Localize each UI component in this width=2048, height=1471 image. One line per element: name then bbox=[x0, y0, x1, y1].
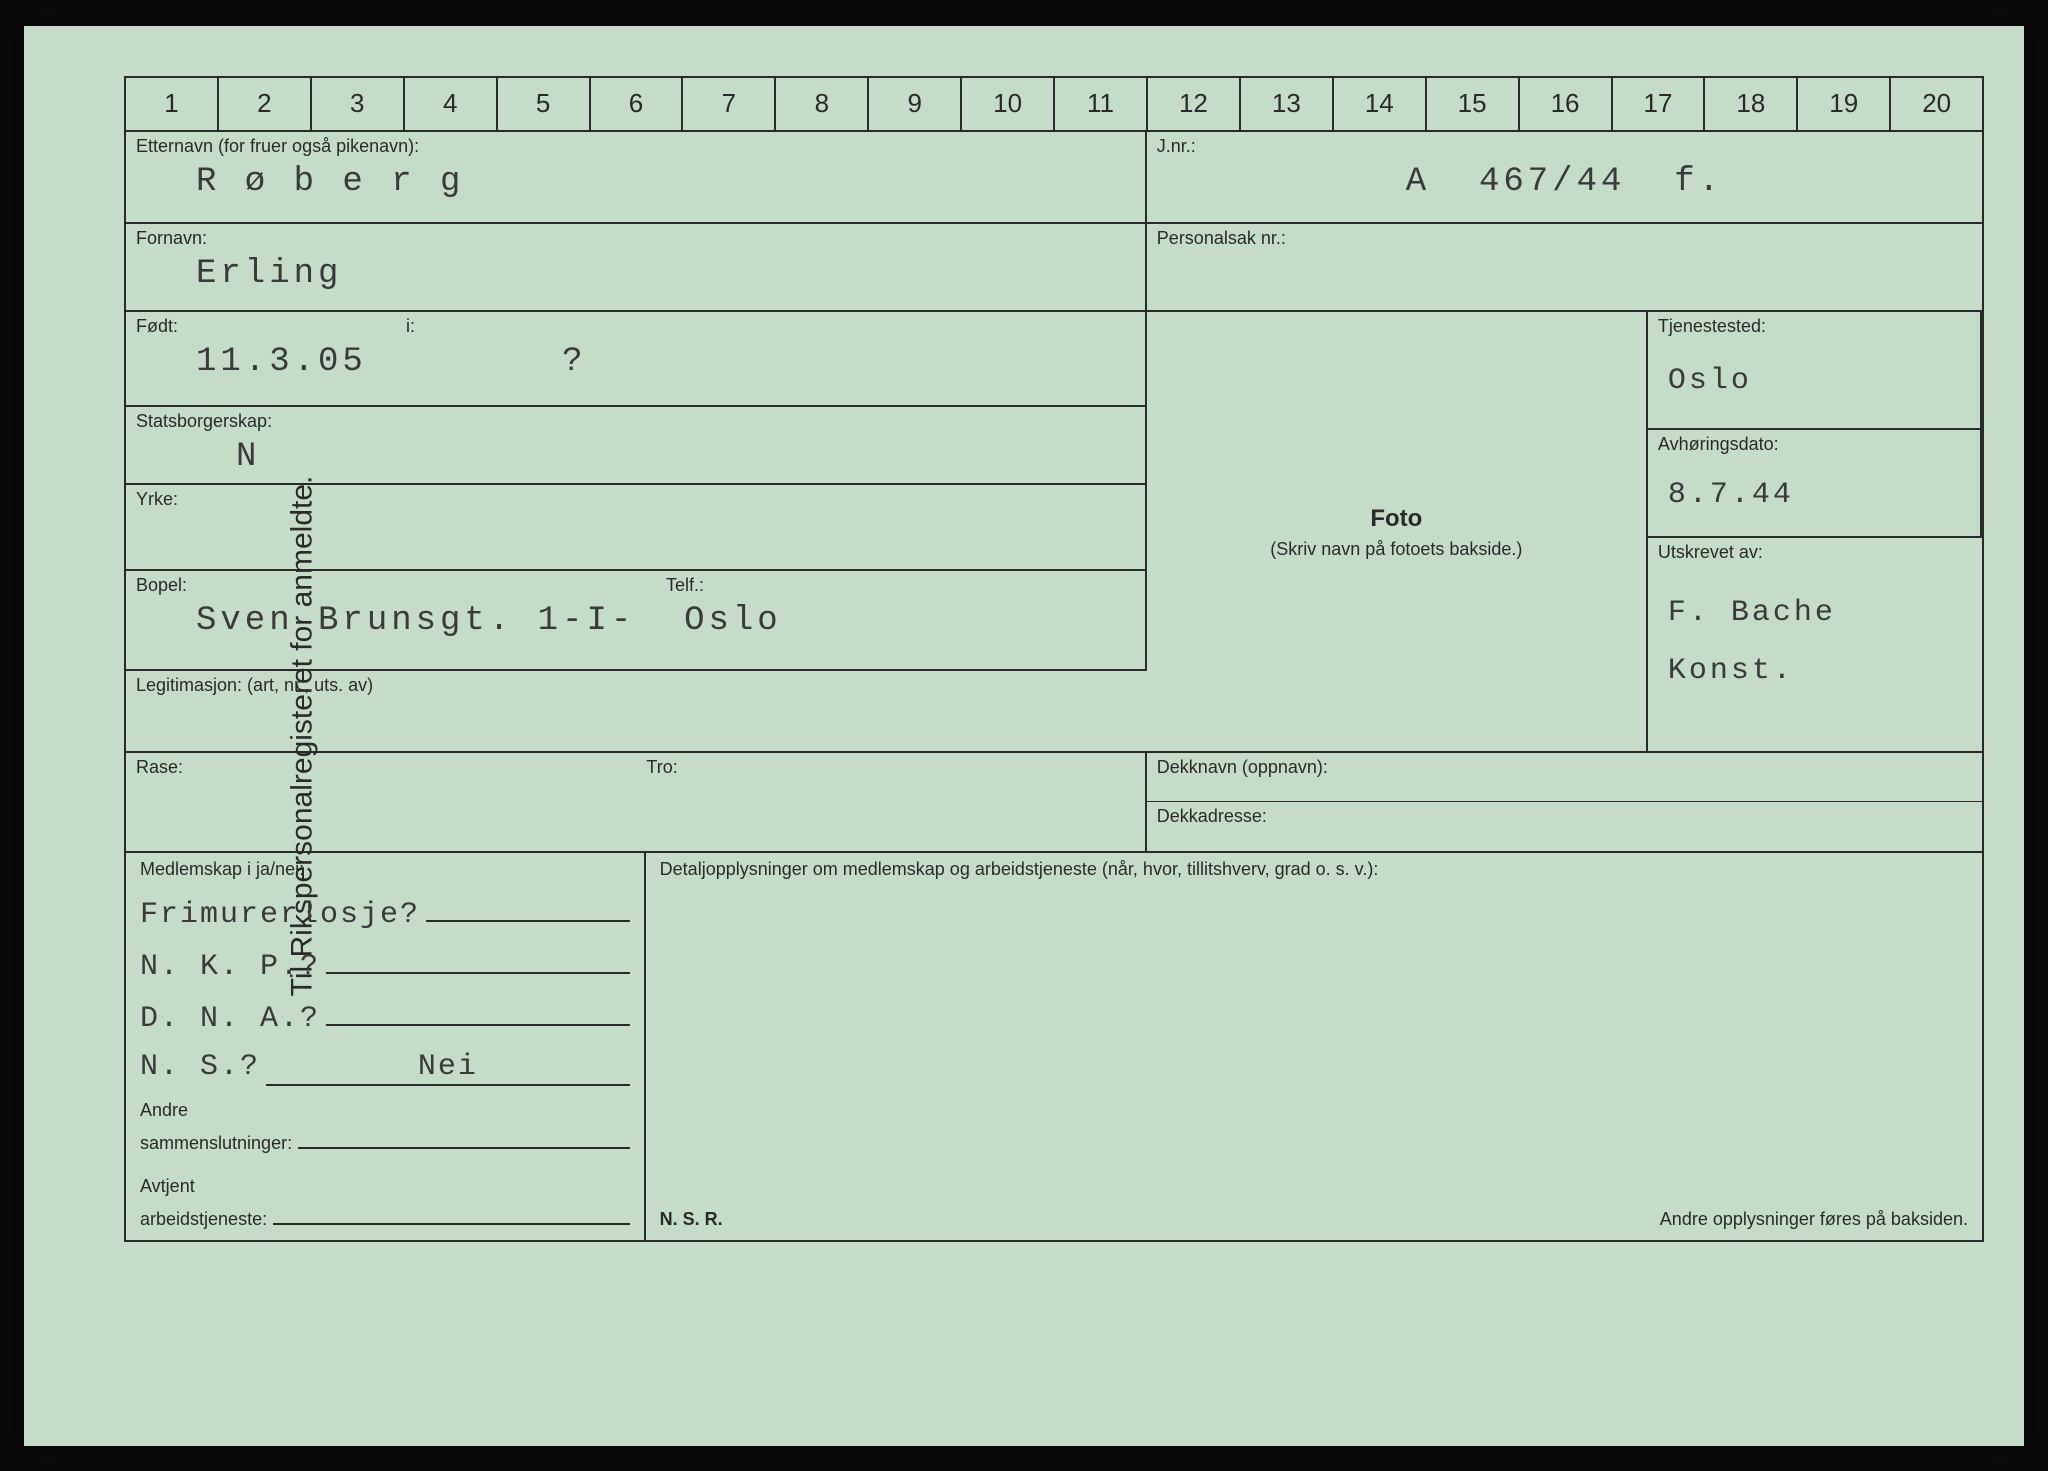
ruler-cell: 14 bbox=[1334, 78, 1427, 130]
label-personalsak: Personalsak nr.: bbox=[1157, 228, 1972, 249]
mem-label-dna: D. N. A.? bbox=[140, 1002, 320, 1036]
ruler-cell: 3 bbox=[312, 78, 405, 130]
field-legitimasjon: Legitimasjon: (art, nr., uts. av) bbox=[126, 671, 1147, 751]
ruler-cell: 18 bbox=[1705, 78, 1798, 130]
field-dekk: Dekknavn (oppnavn): Dekkadresse: bbox=[1147, 753, 1982, 851]
ruler-cell: 6 bbox=[591, 78, 684, 130]
field-rase: Rase: bbox=[126, 753, 636, 851]
mem-ns: N. S.? Nei bbox=[140, 1050, 630, 1086]
registration-card: Til Rikspersonalregisteret for anmeldte.… bbox=[24, 26, 2024, 1446]
label-avhoringsdato: Avhøringsdato: bbox=[1658, 434, 1970, 455]
label-fornavn: Fornavn: bbox=[136, 228, 1135, 249]
label-dekkadresse: Dekkadresse: bbox=[1157, 806, 1972, 827]
field-etternavn: Etternavn (for fruer også pikenavn): R ø… bbox=[126, 132, 1147, 224]
avtjent-line bbox=[273, 1197, 630, 1225]
foto-box: Foto (Skriv navn på fotoets bakside.) bbox=[1147, 312, 1648, 751]
ruler-cell: 15 bbox=[1427, 78, 1520, 130]
field-bopel: Bopel: Telf.: Sven Brunsgt. 1-I- Oslo bbox=[126, 571, 1147, 671]
field-yrke: Yrke: bbox=[126, 485, 1147, 571]
value-tjenestested: Oslo bbox=[1658, 357, 1970, 405]
ruler-cell: 19 bbox=[1798, 78, 1891, 130]
field-fornavn: Fornavn: Erling bbox=[126, 224, 1147, 312]
label-detalj: Detaljopplysninger om medlemskap og arbe… bbox=[660, 859, 1968, 880]
ruler-cell: 9 bbox=[869, 78, 962, 130]
label-i: i: bbox=[406, 316, 415, 337]
ruler-cell: 11 bbox=[1055, 78, 1148, 130]
label-avtjent2: arbeidstjeneste: bbox=[140, 1209, 267, 1230]
ruler-cell: 1 bbox=[126, 78, 219, 130]
andre-sammen-line bbox=[298, 1121, 630, 1149]
ruler-cell: 20 bbox=[1891, 78, 1982, 130]
details-section: Detaljopplysninger om medlemskap og arbe… bbox=[646, 853, 1982, 1240]
top-ruler: 1 2 3 4 5 6 7 8 9 10 11 12 13 14 15 16 1… bbox=[124, 76, 1984, 132]
mem-label-ns: N. S.? bbox=[140, 1050, 260, 1084]
field-avhoringsdato: Avhøringsdato: 8.7.44 bbox=[1648, 430, 1982, 538]
value-utskrevet1: F. Bache bbox=[1658, 589, 1972, 637]
mem-value-dna bbox=[326, 998, 630, 1026]
label-etternavn: Etternavn (for fruer også pikenavn): bbox=[136, 136, 1135, 157]
value-avhoringsdato: 8.7.44 bbox=[1658, 471, 1970, 519]
mem-frimurer: Frimurerlosje? bbox=[140, 894, 630, 932]
ruler-cell: 4 bbox=[405, 78, 498, 130]
form-grid: Etternavn (for fruer også pikenavn): R ø… bbox=[124, 132, 1984, 1242]
field-personalsak: Personalsak nr.: bbox=[1147, 224, 1982, 312]
field-statsborgerskap: Statsborgerskap: N bbox=[126, 407, 1147, 485]
value-fornavn: Erling bbox=[136, 249, 1135, 300]
field-tjenestested: Tjenestested: Oslo bbox=[1648, 312, 1982, 430]
value-fodt: 11.3.05 ? bbox=[136, 337, 1135, 388]
label-andre-sammen2: sammenslutninger: bbox=[140, 1133, 292, 1154]
label-foto: Foto bbox=[1370, 505, 1422, 533]
field-fodt: Født: i: 11.3.05 ? bbox=[126, 312, 1147, 407]
ruler-cell: 12 bbox=[1148, 78, 1241, 130]
membership-section: Medlemskap i ja/nei: Frimurerlosje? N. K… bbox=[126, 853, 646, 1240]
value-etternavn: R ø b e r g bbox=[136, 157, 1135, 208]
value-jnr: A 467/44 f. bbox=[1157, 157, 1972, 208]
field-utskrevet: Utskrevet av: F. Bache Konst. bbox=[1648, 538, 1982, 751]
label-yrke: Yrke: bbox=[136, 489, 1135, 510]
value-bopel: Sven Brunsgt. 1-I- Oslo bbox=[136, 596, 1135, 647]
field-tro: Tro: bbox=[636, 753, 1146, 851]
nsr-text: N. S. R. bbox=[660, 1209, 723, 1230]
mem-value-ns: Nei bbox=[266, 1050, 630, 1086]
label-medlemskap: Medlemskap i ja/nei: bbox=[140, 859, 630, 880]
mem-value-frimurer bbox=[426, 894, 630, 922]
label-andre-sammen1: Andre bbox=[140, 1100, 630, 1121]
label-jnr: J.nr.: bbox=[1157, 136, 1972, 157]
ruler-cell: 7 bbox=[683, 78, 776, 130]
mem-label-frimurer: Frimurerlosje? bbox=[140, 898, 420, 932]
mem-value-nkp bbox=[326, 946, 630, 974]
label-fodt: Født: bbox=[136, 316, 1135, 337]
label-avtjent1: Avtjent bbox=[140, 1176, 630, 1197]
mem-label-nkp: N. K. P.? bbox=[140, 950, 320, 984]
value-statsborgerskap: N bbox=[136, 432, 1135, 483]
ruler-cell: 17 bbox=[1613, 78, 1706, 130]
label-bopel: Bopel: bbox=[136, 575, 1135, 596]
label-dekknavn: Dekknavn (oppnavn): bbox=[1157, 757, 1972, 778]
label-tjenestested: Tjenestested: bbox=[1658, 316, 1970, 337]
label-tro: Tro: bbox=[646, 757, 1134, 778]
mem-dna: D. N. A.? bbox=[140, 998, 630, 1036]
label-statsborgerskap: Statsborgerskap: bbox=[136, 411, 1135, 432]
label-rase: Rase: bbox=[136, 757, 626, 778]
ruler-cell: 8 bbox=[776, 78, 869, 130]
andre-oppl-text: Andre opplysninger føres på baksiden. bbox=[1660, 1209, 1968, 1230]
card-content: 1 2 3 4 5 6 7 8 9 10 11 12 13 14 15 16 1… bbox=[124, 76, 1984, 1406]
ruler-cell: 10 bbox=[962, 78, 1055, 130]
label-utskrevet: Utskrevet av: bbox=[1658, 542, 1972, 563]
label-foto-sub: (Skriv navn på fotoets bakside.) bbox=[1270, 539, 1522, 560]
mem-nkp: N. K. P.? bbox=[140, 946, 630, 984]
label-legitimasjon: Legitimasjon: (art, nr., uts. av) bbox=[136, 675, 1137, 696]
field-jnr: J.nr.: A 467/44 f. bbox=[1147, 132, 1982, 224]
ruler-cell: 16 bbox=[1520, 78, 1613, 130]
ruler-cell: 5 bbox=[498, 78, 591, 130]
label-telf: Telf.: bbox=[666, 575, 704, 596]
ruler-cell: 2 bbox=[219, 78, 312, 130]
ruler-cell: 13 bbox=[1241, 78, 1334, 130]
value-utskrevet2: Konst. bbox=[1658, 647, 1972, 695]
